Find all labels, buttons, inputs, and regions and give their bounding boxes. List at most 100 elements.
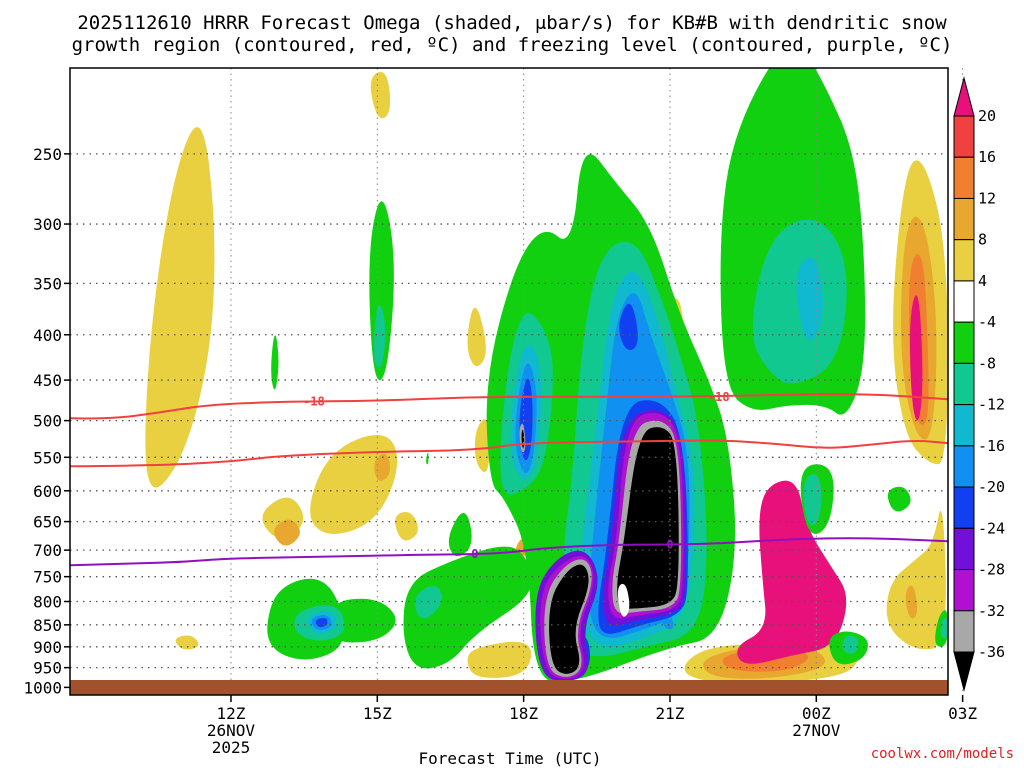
omega-region-4-12 <box>426 452 429 465</box>
omega-region-0-1 <box>370 71 391 119</box>
colorbar-label-11: -28 <box>978 561 1005 579</box>
chart-title-line1: 2025112610 HRRR Forecast Omega (shaded, … <box>77 12 947 34</box>
colorbar-box-6 <box>953 321 975 364</box>
x-tick-date-12Z: 26NOV <box>207 721 256 740</box>
omega-region-0-10 <box>886 510 946 650</box>
contour-dendritic-12c <box>70 439 948 468</box>
credit-text: coolwx.com/models <box>871 746 1014 762</box>
omega-region-3-2 <box>737 480 847 664</box>
y-tick-label-850: 850 <box>33 616 62 635</box>
y-tick-label-400: 400 <box>33 326 62 345</box>
x-tick-date-00Z: 27NOV <box>792 721 841 740</box>
x-tick-label-00Z: 00Z <box>802 704 831 723</box>
colorbar-label-4: 4 <box>978 272 987 290</box>
chart-title-line2: growth region (contoured, red, ºC) and f… <box>72 34 953 56</box>
colorbar-box-9 <box>953 445 975 488</box>
y-tick-label-800: 800 <box>33 593 62 612</box>
colorbar-box-11 <box>953 527 975 571</box>
colorbar-label-1: 16 <box>978 148 996 166</box>
omega-region-0-5 <box>467 307 486 367</box>
y-tick-label-700: 700 <box>33 541 62 560</box>
colorbar-box-8 <box>953 404 975 447</box>
y-tick-label-900: 900 <box>33 638 62 657</box>
y-tick-label-950: 950 <box>33 659 62 678</box>
omega-region-12-0 <box>617 427 679 609</box>
omega-region-5-8 <box>940 617 948 639</box>
x-tick-label-15Z: 15Z <box>363 704 392 723</box>
omega-region-1-1 <box>374 453 391 481</box>
ground-surface <box>70 680 948 695</box>
y-tick-label-300: 300 <box>33 215 62 234</box>
colorbar-label-12: -32 <box>978 602 1005 620</box>
omega-gap-0 <box>617 583 630 617</box>
pressure-axis: 250 300 350 400 450 500 550 600 650 700 750 800 850 9… <box>23 145 70 697</box>
plot-area: -18 -18 0 0 <box>69 67 964 696</box>
contour-label-1: -18 <box>708 390 730 404</box>
omega-region-5-3 <box>414 586 443 619</box>
x-tick-label-12Z: 12Z <box>217 704 246 723</box>
omega-region-8-2 <box>619 303 638 351</box>
omega-region-0-6 <box>474 419 490 473</box>
omega-region-1-4 <box>905 585 918 619</box>
colorbar-box-1 <box>953 115 975 158</box>
y-tick-label-450: 450 <box>33 371 62 390</box>
omega-region-3-0 <box>909 295 923 421</box>
omega-region-5-1 <box>374 304 386 368</box>
colorbar-top-arrow <box>953 76 975 117</box>
omega-region-4-0 <box>271 335 279 390</box>
colorbar-label-5: -4 <box>978 313 996 331</box>
colorbar-box-5 <box>953 280 975 323</box>
omega-region-4-2 <box>328 598 396 643</box>
colorbar-label-8: -16 <box>978 437 1005 455</box>
plot-frame <box>69 67 949 696</box>
omega-colorbar: 20 16 12 8 4 -4 -8 -12 -16 -20 -24 -28 -32 -36 <box>953 76 1005 692</box>
omega-shading <box>145 68 948 683</box>
x-tick-year-12Z: 2025 <box>212 738 251 757</box>
contour-freezing-level <box>70 537 948 567</box>
x-tick-label-21Z: 21Z <box>656 704 685 723</box>
colorbar-box-10 <box>953 486 975 529</box>
colorbar-label-6: -8 <box>978 354 996 372</box>
omega-region-0-4 <box>395 511 418 541</box>
colorbar-box-3 <box>953 197 975 241</box>
x-tick-label-03Z: 03Z <box>948 704 977 723</box>
colorbar-label-7: -12 <box>978 396 1005 414</box>
contour-lines: -18 -18 0 0 <box>70 390 948 567</box>
omega-region-0-2 <box>310 435 398 535</box>
omega-region-0-0 <box>145 127 215 488</box>
colorbar-box-13 <box>953 610 975 653</box>
x-axis-label: Forecast Time (UTC) <box>418 749 601 768</box>
y-tick-label-650: 650 <box>33 513 62 532</box>
omega-region-0-7 <box>467 641 532 678</box>
y-tick-label-550: 550 <box>33 448 62 467</box>
x-tick-label-18Z: 18Z <box>509 704 538 723</box>
contour-label-3: 0 <box>666 538 673 552</box>
colorbar-box-4 <box>953 239 975 282</box>
y-tick-label-500: 500 <box>33 412 62 431</box>
y-tick-label-1000: 1000 <box>23 678 62 697</box>
y-tick-label-250: 250 <box>33 145 62 164</box>
y-tick-label-600: 600 <box>33 482 62 501</box>
colorbar-label-9: -20 <box>978 478 1005 496</box>
contour-dendritic-18c <box>70 393 948 420</box>
colorbar-bottom-arrow <box>953 651 975 692</box>
omega-region-5-6 <box>803 474 822 525</box>
omega-region-4-10 <box>887 486 911 512</box>
colorbar-label-0: 20 <box>978 107 996 125</box>
y-tick-label-750: 750 <box>33 568 62 587</box>
omega-region-4-5 <box>448 512 472 557</box>
colorbar-label-2: 12 <box>978 189 996 207</box>
contour-label-2: 0 <box>471 547 478 561</box>
omega-region-5-7 <box>842 635 859 654</box>
colorbar-label-3: 8 <box>978 231 987 249</box>
contour-label-0: -18 <box>303 395 325 409</box>
omega-region-1-0 <box>274 519 300 546</box>
colorbar-box-2 <box>953 156 975 199</box>
omega-region-0-9 <box>175 635 199 650</box>
y-tick-label-350: 350 <box>33 274 62 293</box>
colorbar-box-7 <box>953 362 975 406</box>
colorbar-box-12 <box>953 569 975 612</box>
colorbar-label-13: -36 <box>978 643 1005 661</box>
